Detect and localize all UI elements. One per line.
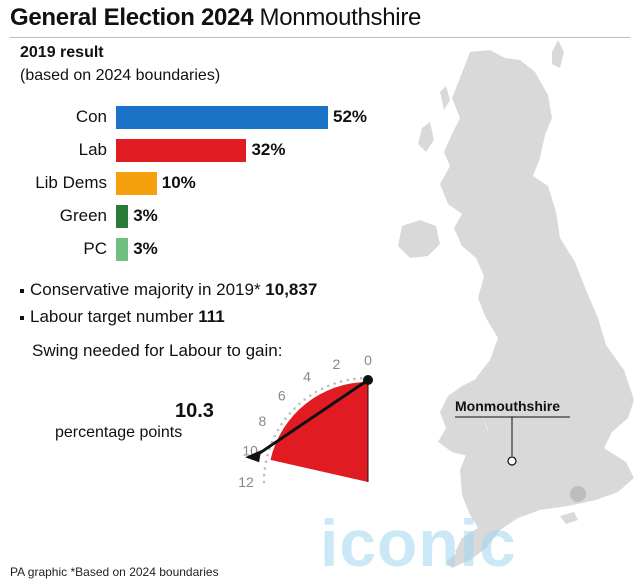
bar-value-lab: 32% (251, 140, 286, 159)
footer-credit: PA graphic *Based on 2024 boundaries (10, 565, 219, 579)
watermark-logo: iconic (320, 506, 517, 580)
scale-dot (280, 422, 283, 426)
bar-value-pc: 3% (133, 239, 158, 258)
scale-dot (326, 384, 330, 388)
title-divider (10, 37, 630, 38)
bar-lab (116, 139, 247, 162)
swing-sector (270, 382, 368, 482)
scale-dot (314, 390, 318, 394)
gauge-pivot (363, 375, 373, 385)
majority-value: 10,837 (265, 280, 318, 299)
bar-value-green: 3% (133, 206, 158, 225)
scale-dot (308, 394, 312, 397)
london-marker (570, 486, 586, 502)
target-text: Labour target number (30, 307, 194, 326)
bullet-icon (20, 315, 24, 320)
monmouthshire-point (507, 456, 517, 466)
scale-dot (346, 378, 350, 382)
gauge-tick-label: 8 (258, 413, 266, 429)
scale-dot (263, 467, 267, 470)
swing-value: 10.3 (175, 400, 214, 422)
bar-label-con: Con (75, 107, 107, 126)
bar-pc (116, 238, 129, 261)
title-bold: General Election 2024 (10, 4, 254, 31)
bar-con (116, 106, 328, 129)
gauge-tick-label: 2 (333, 356, 341, 372)
scale-dot (293, 407, 296, 410)
gauge-pointer-head (245, 450, 262, 463)
scale-dot (303, 398, 306, 401)
bar-label-lib-dems: Lib Dems (35, 173, 107, 192)
scale-dot (266, 453, 269, 457)
gauge-pointer (254, 378, 369, 458)
page-title: General Election 2024 Monmouthshire (10, 4, 421, 32)
bar-value-lib-dems: 10% (161, 173, 196, 192)
scale-dot (276, 428, 280, 432)
majority-text: Conservative majority in 2019* (30, 280, 261, 299)
bar-lib-dems (116, 172, 157, 195)
bar-label-green: Green (59, 206, 107, 225)
swing-unit: percentage points (55, 424, 183, 441)
target-value: 111 (198, 307, 225, 326)
bar-label-pc: PC (83, 239, 107, 258)
gauge-tick-label: 0 (364, 352, 372, 368)
target-note: Labour target number 111 (20, 307, 225, 327)
map-label: Monmouthshire (455, 398, 560, 414)
bullet-icon (20, 288, 24, 293)
scale-dot (284, 417, 287, 420)
chart-subtitle-note: (based on 2024 boundaries) (20, 67, 221, 84)
scale-dot (273, 434, 277, 438)
gauge-tick-label: 4 (303, 368, 311, 384)
scale-dot (353, 377, 356, 381)
scale-dot (298, 402, 301, 406)
scale-dot (339, 380, 343, 383)
scale-dot (262, 473, 266, 477)
chart-subtitle: 2019 result (20, 44, 104, 61)
scale-dot (320, 387, 324, 391)
scale-dot (333, 382, 336, 385)
gauge-tick-label: 12 (238, 474, 254, 490)
scale-dot (359, 376, 363, 380)
bar-green (116, 205, 129, 228)
swing-title: Swing needed for Labour to gain: (32, 341, 283, 360)
bar-value-con: 52% (333, 107, 368, 126)
majority-note: Conservative majority in 2019* 10,837 (20, 280, 317, 300)
gauge-tick-label: 6 (278, 388, 286, 404)
scale-dot (288, 412, 292, 415)
scale-dot (264, 460, 268, 464)
scale-dot (262, 480, 266, 484)
title-constituency: Monmouthshire (259, 4, 422, 31)
bar-label-lab: Lab (78, 140, 107, 159)
